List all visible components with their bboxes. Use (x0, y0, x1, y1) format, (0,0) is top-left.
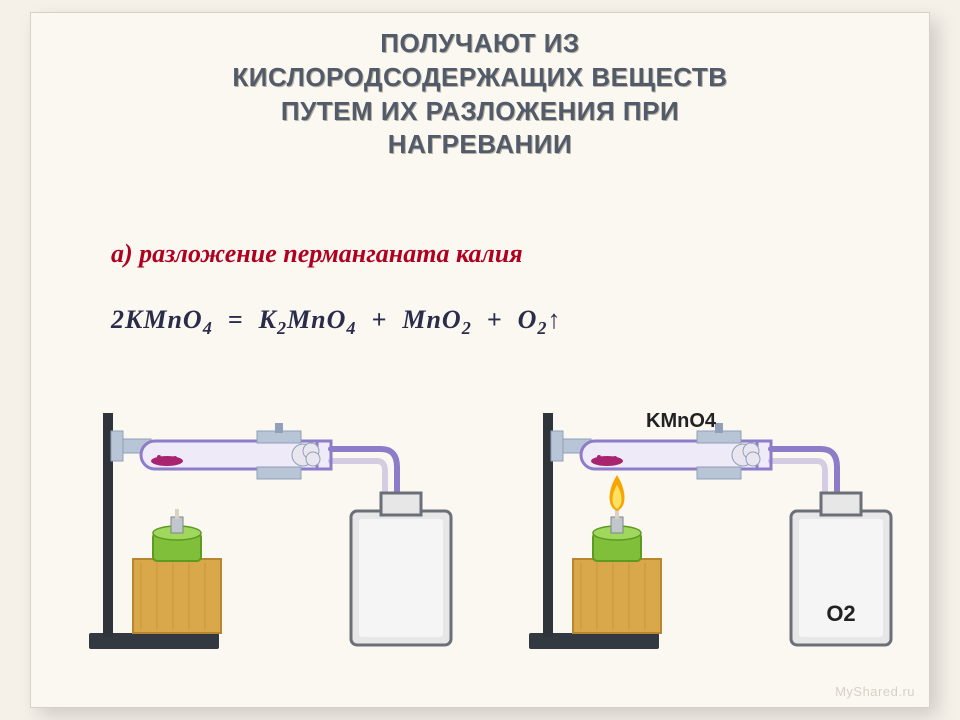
equation: 2KMnO4 = K2MnO4 + MnO2 + O2↑ (111, 305, 561, 339)
apparatus-left (81, 383, 501, 683)
title-line: НАГРЕВАНИИ (388, 129, 572, 159)
diagram-area: KMnO4 O2 (81, 383, 899, 677)
svg-text:O2: O2 (826, 601, 855, 626)
slide: ПОЛУЧАЮТ ИЗ КИСЛОРОДСОДЕРЖАЩИХ ВЕЩЕСТВ П… (0, 0, 960, 720)
title-line: ПОЛУЧАЮТ ИЗ (380, 28, 579, 58)
apparatus-right: KMnO4 O2 (521, 383, 941, 683)
content-frame: ПОЛУЧАЮТ ИЗ КИСЛОРОДСОДЕРЖАЩИХ ВЕЩЕСТВ П… (30, 12, 930, 708)
slide-title: ПОЛУЧАЮТ ИЗ КИСЛОРОДСОДЕРЖАЩИХ ВЕЩЕСТВ П… (31, 27, 929, 162)
title-line: КИСЛОРОДСОДЕРЖАЩИХ ВЕЩЕСТВ (232, 62, 727, 92)
title-line: ПУТЕМ ИХ РАЗЛОЖЕНИЯ ПРИ (281, 96, 679, 126)
watermark: MyShared.ru (835, 684, 915, 699)
svg-text:KMnO4: KMnO4 (646, 410, 717, 432)
subheading: а) разложение перманганата калия (111, 239, 523, 269)
